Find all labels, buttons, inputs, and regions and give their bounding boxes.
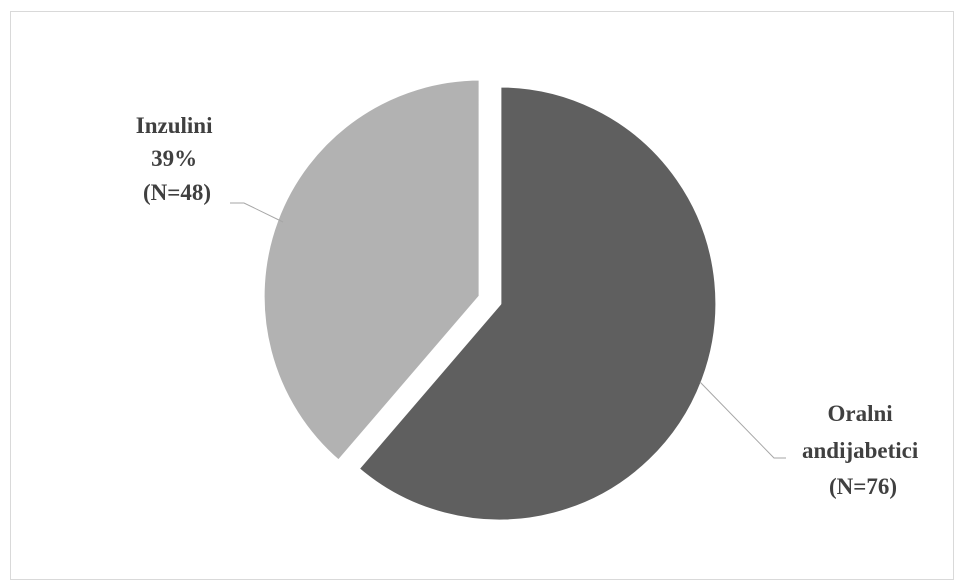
slice-label-oralni-line-3: (N=76) <box>829 474 897 499</box>
slice-label-inzulini-line-1: Inzulini <box>136 113 213 138</box>
pie-slices <box>260 76 720 524</box>
slice-label-inzulini-line-2: 39% <box>151 146 197 171</box>
slice-label-inzulini: Inzulini 39% (N=48) <box>136 113 218 205</box>
slice-label-oralni-andijabetici: Oralni andijabetici (N=76) <box>802 401 924 499</box>
pie-slice-oralni-andijabetici <box>355 83 720 524</box>
leader-lines <box>230 202 786 459</box>
pie-slice-inzulini <box>260 76 483 464</box>
slice-label-oralni-line-2: andijabetici <box>802 438 919 463</box>
slice-label-oralni-line-1: Oralni <box>828 401 894 426</box>
slice-label-inzulini-line-3: (N=48) <box>143 180 211 205</box>
leader-line-inzulini <box>230 202 284 223</box>
leader-line-oralni-andijabetici <box>699 381 786 459</box>
